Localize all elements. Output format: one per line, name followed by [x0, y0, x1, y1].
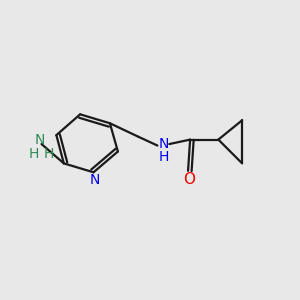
Text: N: N: [158, 137, 169, 151]
Text: N: N: [35, 133, 45, 147]
Text: O: O: [183, 172, 195, 187]
Text: H: H: [44, 148, 54, 161]
Text: H: H: [158, 150, 169, 164]
Text: H: H: [29, 148, 39, 161]
Text: N: N: [90, 173, 100, 187]
